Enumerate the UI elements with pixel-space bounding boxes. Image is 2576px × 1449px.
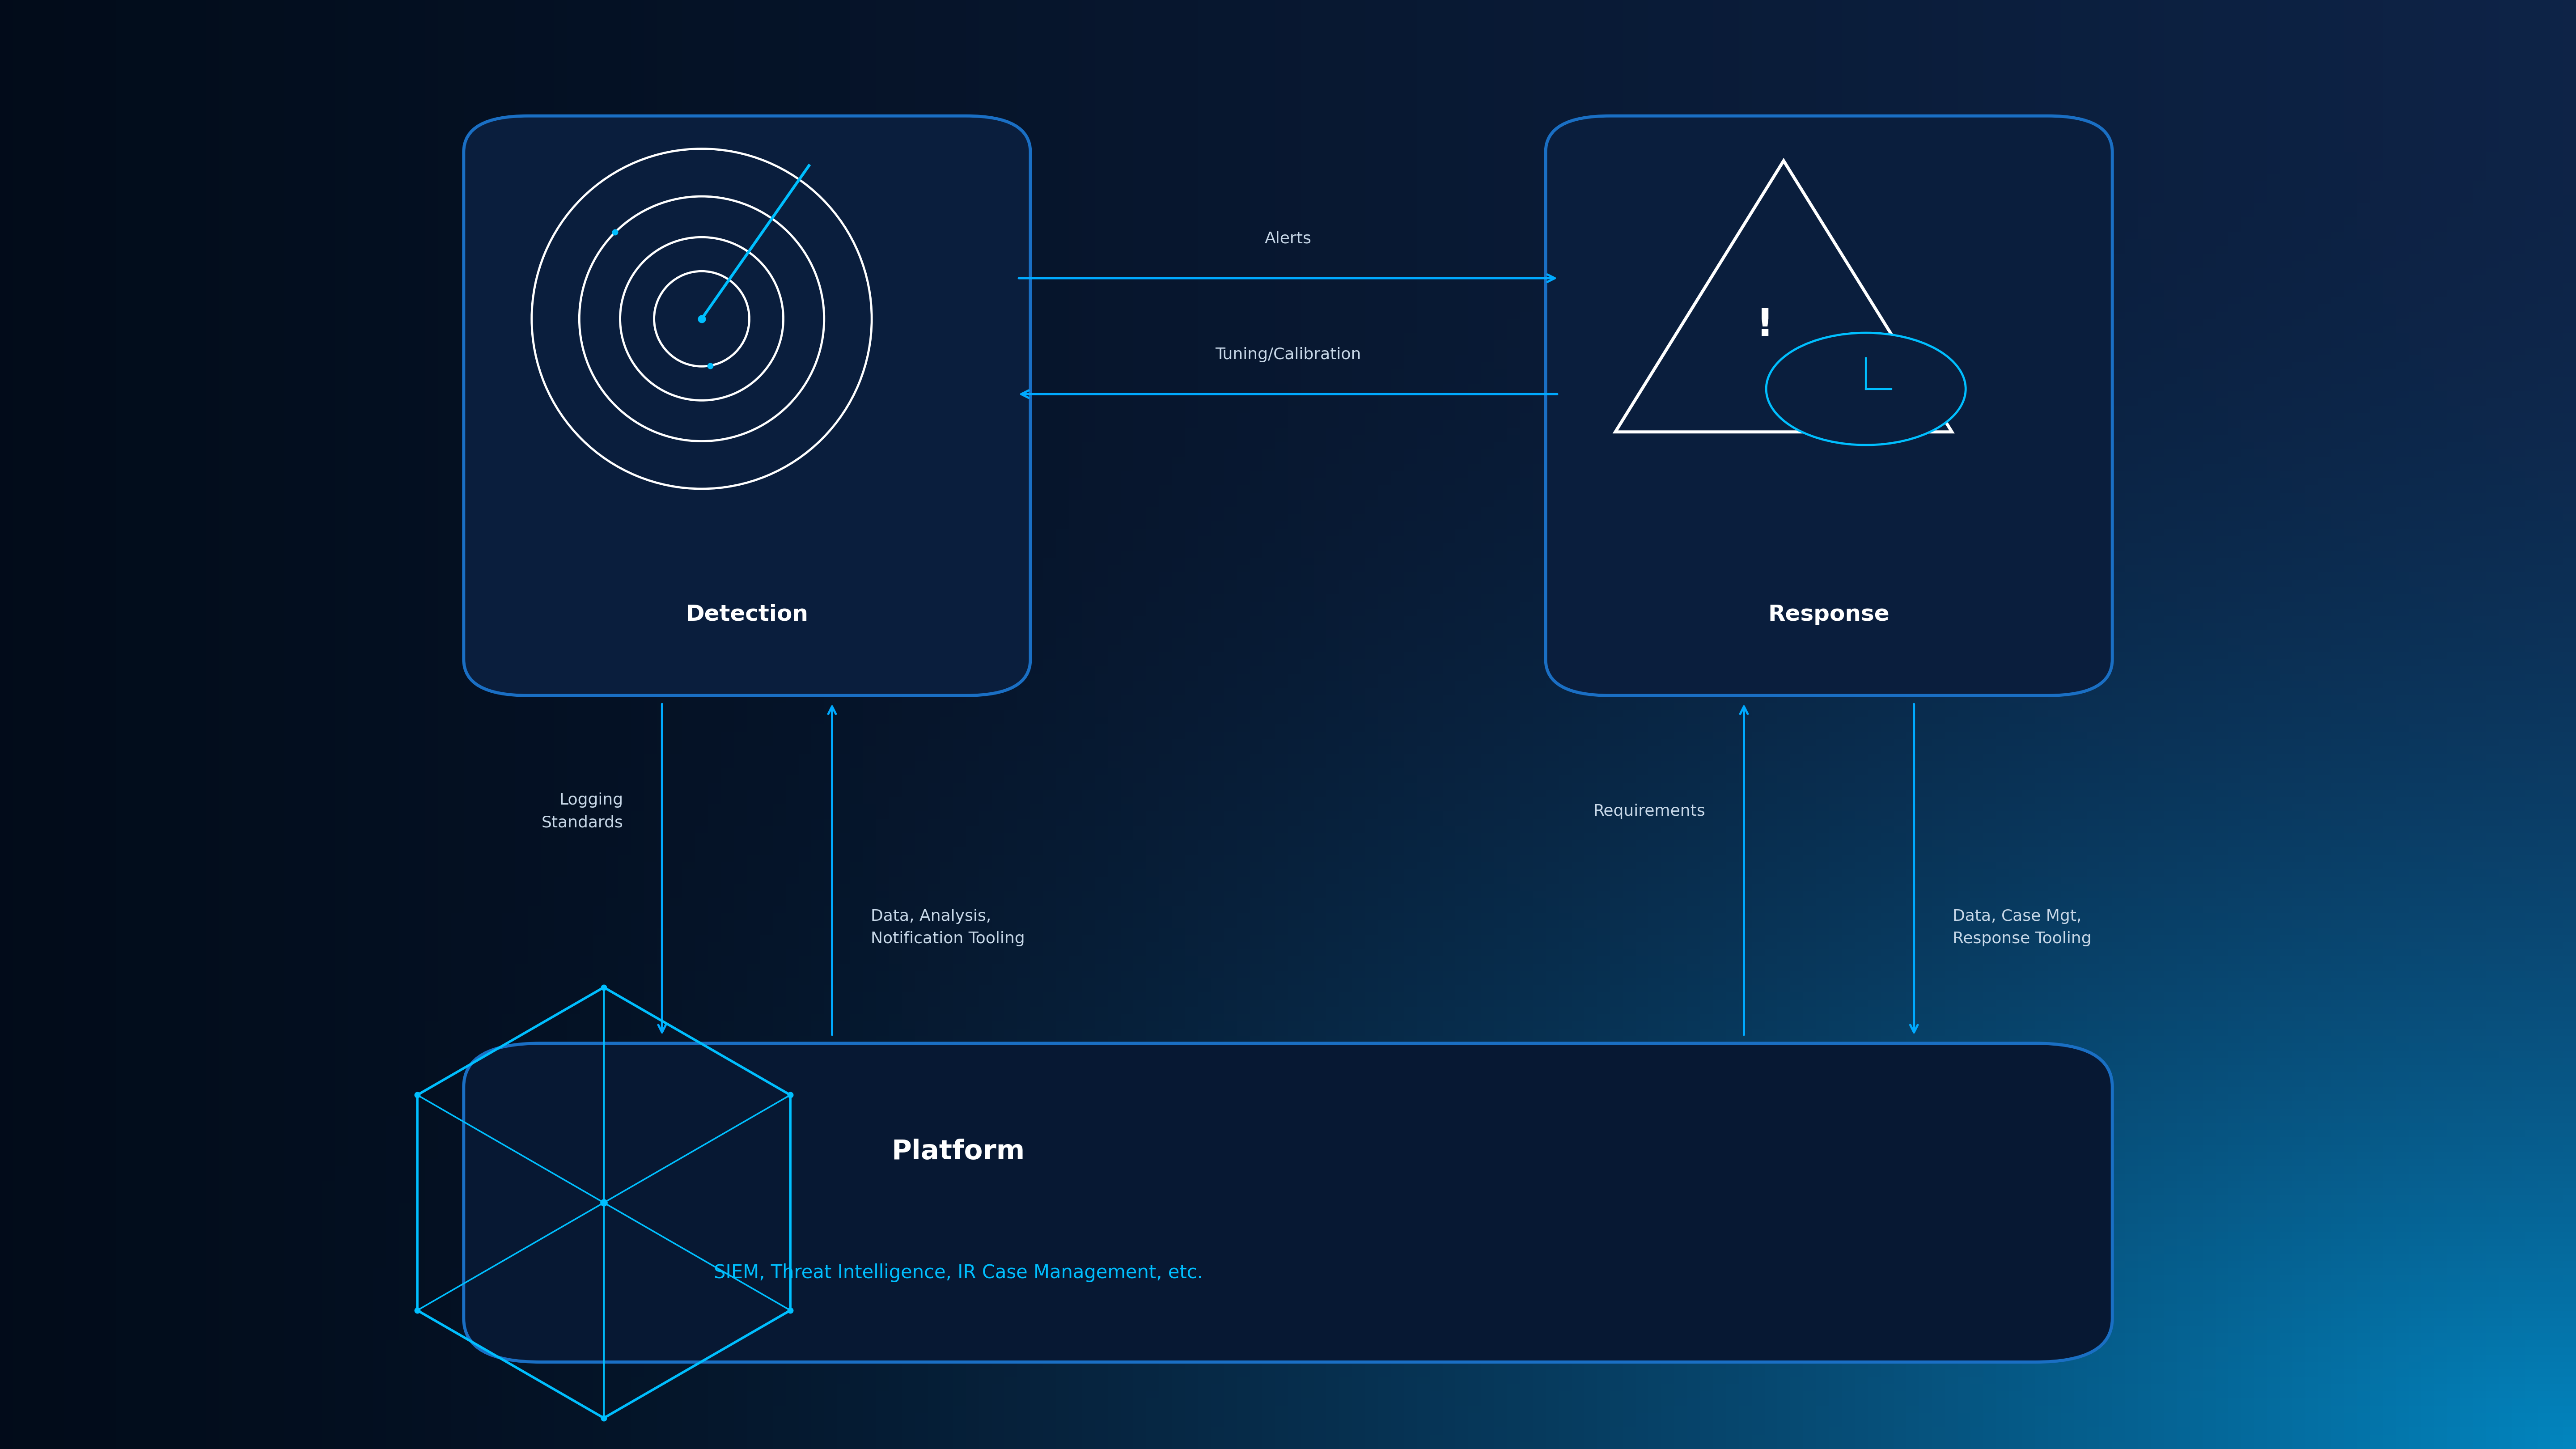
FancyBboxPatch shape xyxy=(464,116,1030,696)
Text: SIEM, Threat Intelligence, IR Case Management, etc.: SIEM, Threat Intelligence, IR Case Manag… xyxy=(714,1264,1203,1282)
Text: Alerts: Alerts xyxy=(1265,232,1311,246)
FancyBboxPatch shape xyxy=(464,1043,2112,1362)
FancyBboxPatch shape xyxy=(1546,116,2112,696)
Text: Platform: Platform xyxy=(891,1139,1025,1165)
Text: Detection: Detection xyxy=(685,604,809,625)
Text: Data, Analysis,
Notification Tooling: Data, Analysis, Notification Tooling xyxy=(871,909,1025,946)
Text: Response: Response xyxy=(1767,604,1891,625)
Text: Requirements: Requirements xyxy=(1592,804,1705,819)
Text: !: ! xyxy=(1757,307,1775,343)
Text: Logging
Standards: Logging Standards xyxy=(541,793,623,830)
Text: Data, Case Mgt,
Response Tooling: Data, Case Mgt, Response Tooling xyxy=(1953,909,2092,946)
Circle shape xyxy=(1767,333,1965,445)
Text: Tuning/Calibration: Tuning/Calibration xyxy=(1216,348,1360,362)
